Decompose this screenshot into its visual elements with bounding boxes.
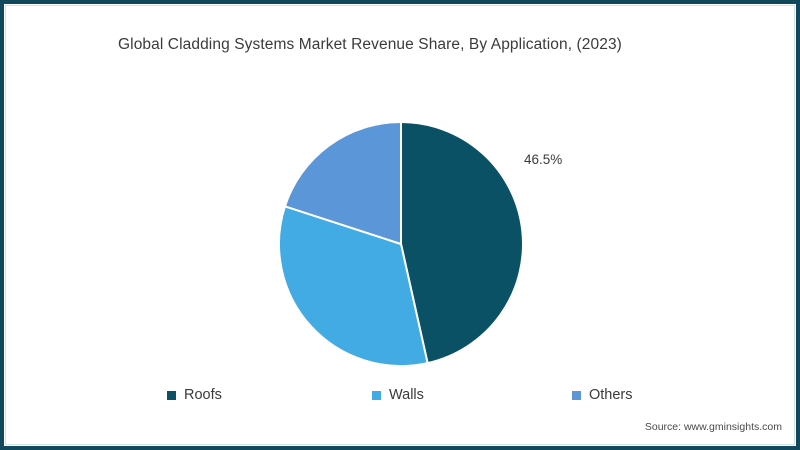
pie-slice-group bbox=[279, 122, 524, 367]
chart-legend: Roofs Walls Others bbox=[160, 385, 660, 405]
legend-label-walls: Walls bbox=[389, 387, 424, 403]
source-note: Source: www.gminsights.com bbox=[644, 421, 782, 433]
legend-swatch-others bbox=[572, 390, 581, 400]
legend-item-walls[interactable]: Walls bbox=[372, 385, 424, 405]
legend-label-others: Others bbox=[589, 387, 633, 403]
pie-chart bbox=[279, 122, 524, 367]
legend-item-others[interactable]: Others bbox=[572, 385, 633, 405]
pie-chart-svg bbox=[279, 122, 524, 367]
pie-slice-others[interactable] bbox=[283, 122, 402, 245]
page-title: Global Cladding Systems Market Revenue S… bbox=[118, 36, 622, 53]
pie-slice-walls[interactable] bbox=[279, 205, 429, 367]
data-label-roofs: 46.5% bbox=[524, 152, 563, 167]
legend-label-roofs: Roofs bbox=[184, 387, 222, 403]
legend-swatch-walls bbox=[372, 390, 381, 400]
pie-slice-roofs[interactable] bbox=[400, 122, 524, 365]
legend-swatch-roofs bbox=[167, 390, 176, 400]
legend-item-roofs[interactable]: Roofs bbox=[167, 385, 222, 405]
